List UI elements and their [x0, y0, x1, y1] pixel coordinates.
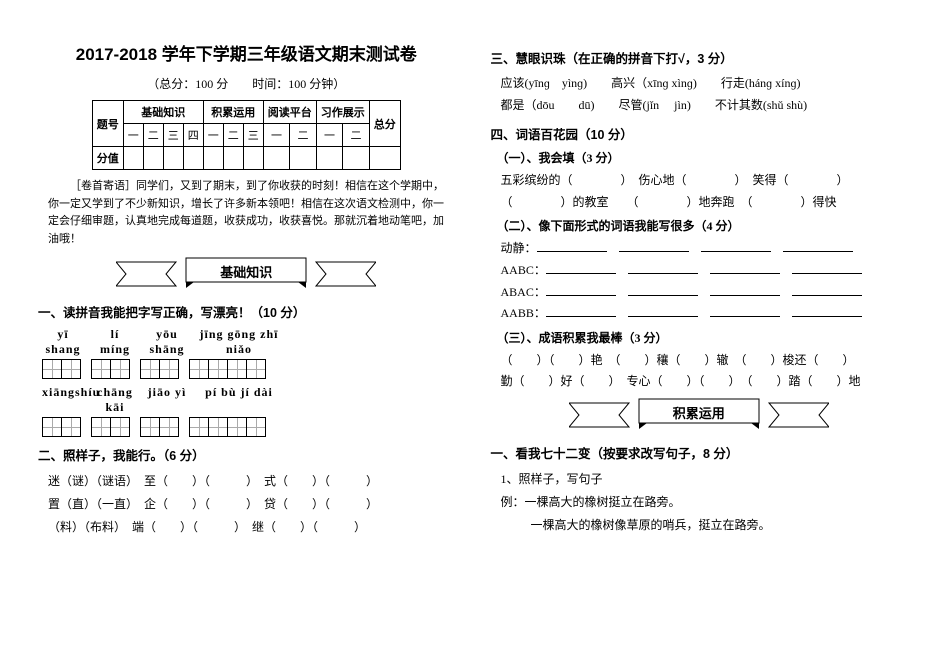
section-banner-2: 积累运用 [569, 397, 829, 433]
sec4-p1l1: 五彩缤纷的（ ） 伤心地（ ） 笑得（ ） [491, 170, 908, 192]
score-value-row: 分值 [92, 147, 400, 170]
sec4-heading: 四、词语百花园（10 分） [491, 124, 908, 143]
grid-row-2 [38, 417, 455, 437]
subtitle: （总分：100 分 时间：100 分钟） [38, 75, 455, 92]
th-group3: 阅读平台 [263, 101, 316, 124]
sec4-p2d: AABB： [491, 303, 908, 325]
score-table: 题号 基础知识 积累运用 阅读平台 习作展示 总分 一 二 三 四 一 二 三 … [92, 100, 401, 170]
sec3-l1: 应该(yīnɡ yìnɡ) 高兴（xīnɡ xìnɡ) 行走(hánɡ xínɡ… [491, 73, 908, 95]
sec4-p2c: ABAC： [491, 282, 908, 304]
main-title: 2017-2018 学年下学期三年级语文期末测试卷 [38, 40, 455, 65]
sec4-p1h: （一）、我会填（3 分） [497, 149, 908, 166]
sec4-p3l1: （ ）（ ）艳 （ ）穰（ ）辙 （ ）梭还（ ） [491, 350, 908, 372]
sec3-l2: 都是（dōu dū) 尽管(jǐn jìn) 不计其数(shǔ shù) [491, 95, 908, 117]
sec4-p3l2: 勤（ ）好（ ） 专心（ ）（ ） （ ）踏（ ）地 [491, 371, 908, 393]
sec5-heading: 一、看我七十二变（按要求改写句子，8 分） [491, 443, 908, 462]
th-group1: 基础知识 [123, 101, 203, 124]
score-nums-row: 一 二 三 四 一 二 三 一 二 一 二 [92, 124, 400, 147]
left-column: 2017-2018 学年下学期三年级语文期末测试卷 （总分：100 分 时间：1… [20, 40, 473, 648]
th-total: 总分 [369, 101, 400, 147]
sec4-p2b: AABC： [491, 260, 908, 282]
pinyin-row-2: xiāngshíu chāng kāi jiāo yì pí bù jí dài [38, 385, 455, 415]
sec2-l3: （料）（布料） 端（ ）（ ） 继（ ）（ ） [38, 516, 455, 539]
sec4-p1l2: （ ）的教室 （ ）地奔跑 （ ）得快 [491, 192, 908, 214]
sec5-l3: 一棵高大的橡树像草原的哨兵，挺立在路旁。 [491, 514, 908, 537]
sec1-heading: 一、读拼音我能把字写正确，写漂亮！（10 分） [38, 302, 455, 321]
sec2-heading: 二、照样子，我能行。（6 分） [38, 445, 455, 464]
intro-text: ［卷首寄语］同学们，又到了期末，到了你收获的时刻！相信在这个学期中，你一定又学到… [48, 178, 445, 248]
sec3-heading: 三、慧眼识珠（在正确的拼音下打√，3 分） [491, 48, 908, 67]
sec4-p2a: 动静： [491, 238, 908, 260]
pinyin-row-1: yī shang lí míng yōu shāng jīng gōng zhī… [38, 327, 455, 357]
sec5-l2: 例：一棵高大的橡树挺立在路旁。 [491, 491, 908, 514]
right-column: 三、慧眼识珠（在正确的拼音下打√，3 分） 应该(yīnɡ yìnɡ) 高兴（x… [473, 40, 926, 648]
th-tihao: 题号 [92, 101, 123, 147]
grid-row-1 [38, 359, 455, 379]
sec4-p2h: （二）、像下面形式的词语我能写很多（4 分） [497, 217, 908, 234]
sec5-l1: 1、照样子，写句子 [491, 468, 908, 491]
sec4-p3h: （三）、成语积累我最棒（3 分） [497, 329, 908, 346]
section-banner-1: 基础知识 [116, 256, 376, 292]
banner-2-label: 积累运用 [673, 403, 725, 422]
banner-1-label: 基础知识 [220, 262, 272, 281]
th-group2: 积累运用 [203, 101, 263, 124]
sec2-l2: 置（直）（一直） 企（ ）（ ） 贷（ ）（ ） [38, 493, 455, 516]
th-group4: 习作展示 [316, 101, 369, 124]
sec2-l1: 迷（谜）（谜语） 至（ ）（ ） 式（ ）（ ） [38, 470, 455, 493]
char-grid [42, 359, 81, 379]
